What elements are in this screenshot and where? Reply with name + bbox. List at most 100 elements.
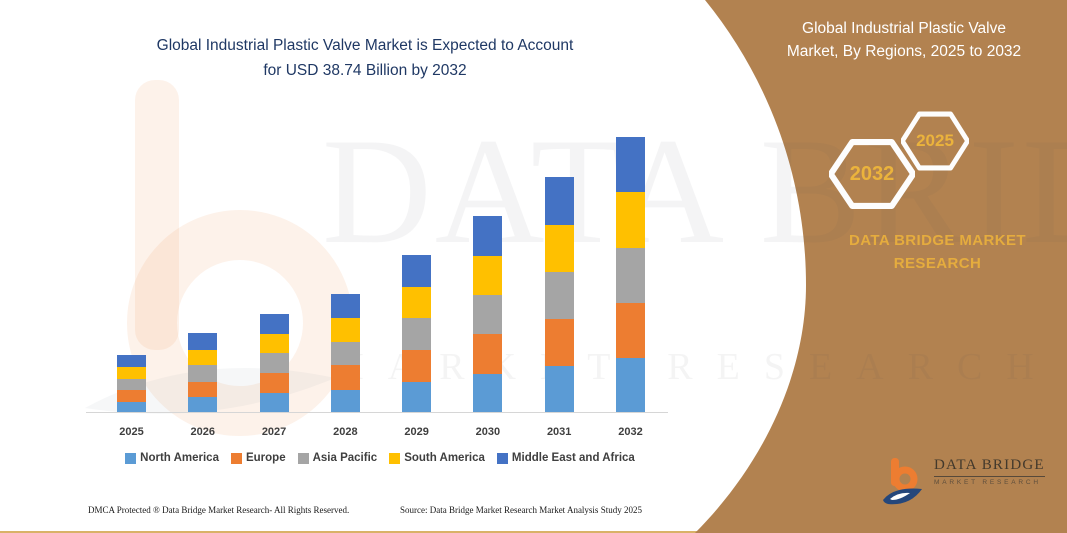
bar-2028 [330,137,360,413]
bar-2031 [544,137,574,413]
bar-segment-asia-pacific [544,272,574,319]
bar-segment-europe [259,373,289,394]
bar-segment-north-america [117,401,146,413]
legend-item-europe: Europe [230,452,286,464]
company-logo-tagline: MARKET RESEARCH [934,479,1041,486]
stacked-bar-chart [117,137,645,413]
bar-segment-middle-east-and-africa [544,177,574,225]
bar-segment-middle-east-and-africa [117,355,146,368]
bar-segment-middle-east-and-africa [259,314,289,335]
bar-segment-south-america [188,349,218,366]
bar-segment-europe [330,365,360,390]
x-axis-label: 2029 [404,426,429,438]
bar-segment-europe [473,333,503,374]
x-axis-line [86,412,668,413]
bar-2025 [117,137,146,413]
bar-segment-north-america [188,397,218,413]
bar-segment-north-america [473,373,503,413]
legend-label: South America [404,452,485,464]
bottom-accent-line [0,531,1067,533]
brand-text: DATA BRIDGE MARKET RESEARCH [820,229,1055,276]
brand-text-line1: DATA BRIDGE MARKET [849,232,1026,249]
bar-segment-europe [117,390,146,402]
legend-swatch-icon [125,452,137,464]
bar-segment-south-america [259,334,289,354]
bar-segment-south-america [473,255,503,295]
x-axis-label: 2028 [333,426,358,438]
company-logo: DATA BRIDGE MARKET RESEARCH [882,457,1062,509]
bar-2030 [473,137,503,413]
bar-segment-south-america [330,318,360,342]
bar-segment-north-america [259,393,289,413]
bar-segment-asia-pacific [259,353,289,374]
bar-segment-europe [544,319,574,366]
hexagon-outline-icon [829,139,915,209]
bar-segment-north-america [544,366,574,413]
legend-label: North America [140,452,219,464]
legend-swatch-icon [230,452,242,464]
hexagon-year-label: 2032 [849,162,895,185]
bar-segment-north-america [402,381,432,413]
footer-dmca-text: DMCA Protected ® Data Bridge Market Rese… [88,505,350,515]
bar-2032 [615,137,645,413]
legend-item-north-america: North America [125,452,219,464]
bar-segment-europe [188,381,218,398]
data-bridge-logo-icon [883,458,922,505]
legend-item-south-america: South America [389,452,485,464]
bar-segment-middle-east-and-africa [615,137,645,193]
chart-legend: North America Europe Asia Pacific South Ame… [90,452,670,464]
legend-swatch-icon [496,452,508,464]
bar-segment-middle-east-and-africa [473,215,503,256]
bar-segment-asia-pacific [473,294,503,334]
legend-item-middle-east-and-africa: Middle East and Africa [496,452,635,464]
x-axis-labels: 2025 2026 2027 2028 2029 2030 2031 2032 [117,426,645,438]
bar-segment-asia-pacific [402,318,432,350]
bar-segment-middle-east-and-africa [188,333,218,350]
bar-segment-south-america [117,367,146,379]
bar-segment-asia-pacific [330,341,360,366]
side-panel-title-line2: Market, By Regions, 2025 to 2032 [786,43,1022,61]
legend-label: Europe [245,452,286,464]
x-axis-label: 2027 [261,426,287,438]
footer-source-text: Source: Data Bridge Market Research Mark… [400,505,642,515]
page-title-line1: Global Industrial Plastic Valve Market i… [156,37,574,54]
bar-segment-north-america [615,358,645,413]
legend-label: Middle East and Africa [511,452,635,464]
bar-segment-europe [615,302,645,359]
side-panel-title: Global Industrial Plastic Valve Market, … [753,17,1055,64]
company-logo-name: DATA BRIDGE [934,457,1045,477]
bar-segment-middle-east-and-africa [402,254,432,288]
bar-segment-asia-pacific [117,378,146,391]
side-panel-path [695,0,1067,533]
legend-swatch-icon [297,452,309,464]
bar-segment-south-america [402,287,432,319]
bar-segment-south-america [615,192,645,248]
bar-2027 [259,137,289,413]
legend-swatch-icon [389,452,401,464]
bar-segment-north-america [330,389,360,413]
x-axis-label: 2025 [119,426,144,438]
x-axis-label: 2031 [546,426,572,438]
x-axis-label: 2026 [190,426,216,438]
page-title-line2: for USD 38.74 Billion by 2032 [263,61,467,79]
bar-segment-south-america [544,225,574,272]
legend-label: Asia Pacific [312,452,378,464]
x-axis-label: 2030 [475,426,501,438]
page-title: Global Industrial Plastic Valve Market i… [80,34,650,84]
hexagon-badge-2025: 2025 [901,109,969,173]
bar-2026 [188,137,218,413]
x-axis-label: 2032 [618,426,643,438]
hexagon-badge-2032: 2032 [829,136,915,212]
hexagon-outline-icon [901,111,969,171]
bar-segment-asia-pacific [188,365,218,382]
hexagon-year-label: 2025 [916,131,954,150]
side-panel-title-line1: Global Industrial Plastic Valve [802,20,1006,37]
bar-segment-middle-east-and-africa [330,294,360,319]
legend-item-asia-pacific: Asia Pacific [297,452,378,464]
bar-segment-europe [402,349,432,382]
bar-segment-asia-pacific [615,247,645,303]
bar-2029 [402,137,432,413]
brand-text-line2: RESEARCH [893,255,982,273]
